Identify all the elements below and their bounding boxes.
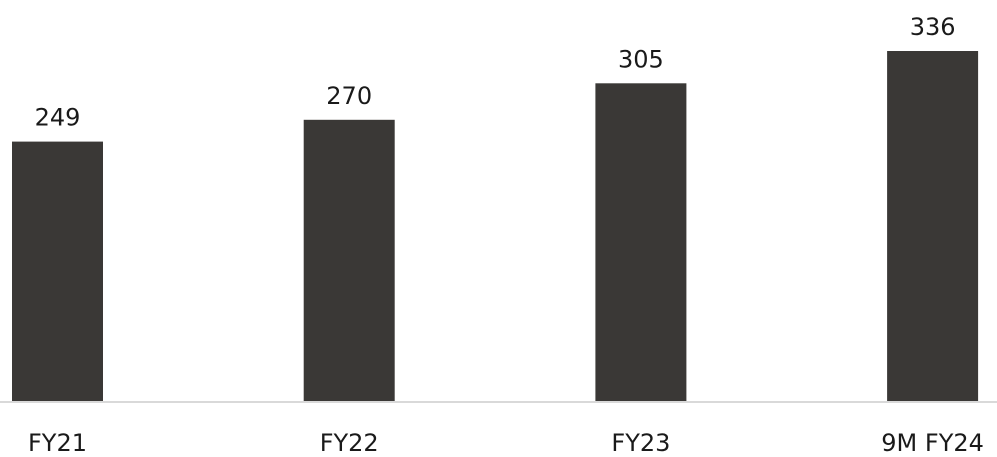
data-label-fy22: 270 <box>326 82 372 110</box>
x-tick-label-9m-fy24: 9M FY24 <box>881 429 984 457</box>
bar-9m-fy24 <box>887 51 979 401</box>
bar-fy21 <box>12 141 103 401</box>
bar-fy23 <box>595 83 687 402</box>
data-label-fy23: 305 <box>618 45 664 73</box>
data-label-fy21: 249 <box>35 104 81 132</box>
x-tick-labels-layer: FY21 FY22 FY23 9M FY24 <box>28 429 984 457</box>
x-tick-label-fy22: FY22 <box>320 429 379 457</box>
bars-layer <box>12 51 979 402</box>
data-labels-layer: 249 270 305 336 <box>35 13 956 132</box>
x-tick-label-fy23: FY23 <box>611 429 670 457</box>
data-label-9m-fy24: 336 <box>910 13 956 41</box>
x-tick-label-fy21: FY21 <box>28 429 87 457</box>
bar-fy22 <box>303 119 395 402</box>
